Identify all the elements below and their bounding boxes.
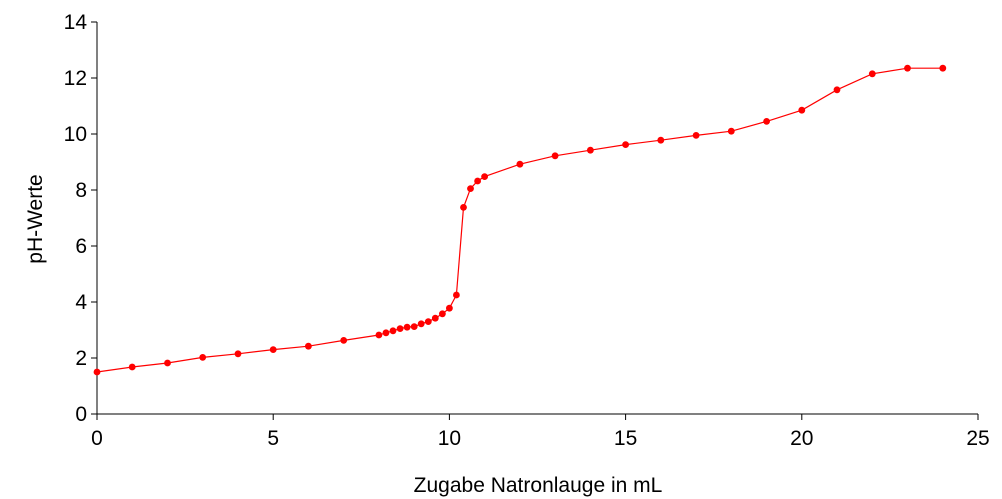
data-point xyxy=(481,173,488,181)
y-tick-label: 14 xyxy=(64,11,88,34)
y-tick-label: 6 xyxy=(75,235,87,258)
y-tick-label: 0 xyxy=(75,403,87,426)
data-point xyxy=(305,342,312,350)
x-tick-label: 20 xyxy=(790,427,813,450)
data-point xyxy=(375,331,383,339)
data-point xyxy=(833,86,841,94)
x-tick-label: 10 xyxy=(438,427,461,450)
x-axis-title: Zugabe Natronlauge in mL xyxy=(414,474,663,497)
data-point xyxy=(269,346,277,353)
x-tick-label: 5 xyxy=(267,427,279,450)
data-point xyxy=(93,368,101,376)
y-tick-label: 12 xyxy=(64,67,87,90)
data-point xyxy=(424,318,432,325)
data-point xyxy=(939,64,947,72)
x-tick-label: 25 xyxy=(966,427,989,450)
data-point xyxy=(467,185,474,193)
data-point xyxy=(622,141,629,149)
data-point xyxy=(868,70,876,78)
data-point xyxy=(798,106,806,114)
data-point xyxy=(234,350,242,358)
data-point xyxy=(904,64,911,72)
data-point xyxy=(460,204,467,211)
y-tick-label: 10 xyxy=(64,123,87,146)
data-point xyxy=(431,314,439,322)
y-tick-label: 4 xyxy=(75,291,87,314)
x-tick-label: 0 xyxy=(91,427,103,450)
data-point xyxy=(199,354,207,361)
data-point xyxy=(453,291,460,299)
data-point xyxy=(340,337,348,344)
data-point xyxy=(382,329,390,337)
data-point xyxy=(692,132,700,139)
data-point xyxy=(657,136,665,144)
data-point xyxy=(763,118,770,125)
tick-labels: 0 5 10 15 20 25 0 2 4 6 8 10 12 14 xyxy=(64,11,990,450)
data-point xyxy=(410,323,418,330)
data-point xyxy=(389,327,397,335)
data-point xyxy=(727,127,735,135)
data-point xyxy=(396,325,404,332)
tick-marks xyxy=(91,21,979,420)
data-point xyxy=(164,359,171,367)
y-tick-label: 8 xyxy=(75,179,87,202)
x-tick-label: 15 xyxy=(614,427,637,450)
data-point xyxy=(439,310,446,318)
y-axis-title: pH-Werte xyxy=(24,174,47,263)
data-point xyxy=(474,177,481,185)
data-point xyxy=(417,320,425,328)
series-line xyxy=(96,67,943,373)
data-point xyxy=(551,152,559,160)
data-point xyxy=(516,160,524,168)
data-series xyxy=(93,64,947,376)
data-point xyxy=(587,146,594,154)
data-point xyxy=(128,363,136,371)
data-point xyxy=(403,323,411,331)
data-point xyxy=(446,304,453,312)
axes xyxy=(96,22,978,415)
y-tick-label: 2 xyxy=(75,347,87,370)
